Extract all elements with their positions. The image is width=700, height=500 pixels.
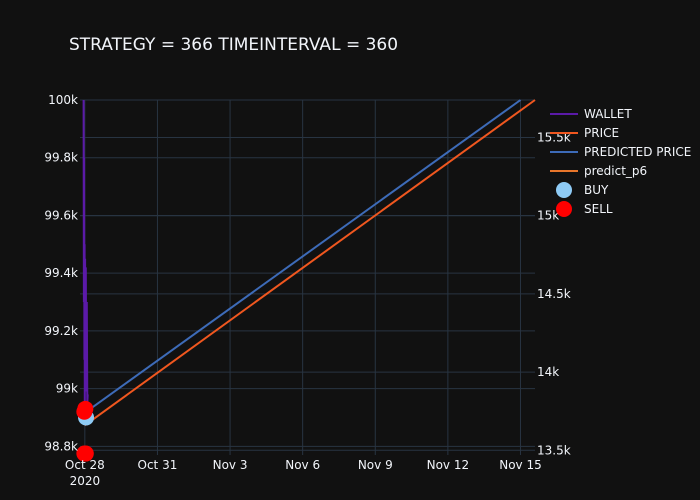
y-left-tick-label: 99.4k: [44, 266, 78, 280]
wallet-line: [82, 99, 89, 418]
y-right-tick-label: 14k: [537, 365, 559, 379]
x-tick-label: Nov 6: [285, 458, 320, 472]
x-year-label: 2020: [70, 474, 101, 488]
sell-marker: [77, 445, 94, 462]
x-tick-label: Nov 12: [427, 458, 470, 472]
legend-label: PRICE: [584, 126, 619, 140]
y-right-tick-label: 15.5k: [537, 131, 571, 145]
y-right-tick-label: 14.5k: [537, 287, 571, 301]
legend-item-price[interactable]: PRICE: [550, 126, 619, 140]
legend-swatch: [556, 201, 572, 217]
legend-item-wallet[interactable]: WALLET: [550, 107, 632, 121]
y-right-tick-label: 13.5k: [537, 443, 571, 457]
legend-label: WALLET: [584, 107, 632, 121]
x-tick-label: Oct 28: [65, 458, 105, 472]
legend-swatch: [556, 182, 572, 198]
x-tick-label: Nov 9: [358, 458, 393, 472]
y-left-tick-label: 98.8k: [44, 439, 78, 453]
y-left-tick-label: 99k: [56, 382, 78, 396]
series-layer: [82, 99, 536, 427]
grid-layer: [80, 99, 535, 455]
legend-label: PREDICTED PRICE: [584, 145, 691, 159]
y-left-tick-label: 99.2k: [44, 324, 78, 338]
chart-title: STRATEGY = 366 TIMEINTERVAL = 360: [69, 35, 398, 55]
x-tick-label: Nov 3: [213, 458, 248, 472]
legend-item-buy[interactable]: BUY: [556, 182, 609, 198]
y-right-tick-label: 15k: [537, 209, 559, 223]
legend-item-predict-p6[interactable]: predict_p6: [550, 164, 647, 178]
y-left-tick-label: 99.6k: [44, 208, 78, 222]
marker-layer: [76, 400, 95, 462]
sell-marker: [77, 400, 94, 417]
legend-label: BUY: [584, 183, 609, 197]
axis-layer: Oct 28 Oct 31 Nov 3 Nov 6 Nov 9 Nov 12 Nov 15 2…: [44, 93, 570, 488]
legend-label: SELL: [584, 202, 613, 216]
legend-item-predicted-price[interactable]: PREDICTED PRICE: [550, 145, 691, 159]
x-tick-label: Nov 15: [499, 458, 542, 472]
legend[interactable]: WALLET PRICE PREDICTED PRICE predict_p6 BUY S…: [550, 107, 691, 217]
price-line: [84, 99, 536, 427]
x-tick-label: Oct 31: [138, 458, 178, 472]
predicted-price-line: [84, 99, 522, 414]
legend-item-sell[interactable]: SELL: [556, 201, 613, 217]
y-left-tick-label: 100k: [48, 93, 78, 107]
y-left-tick-label: 99.8k: [44, 151, 78, 165]
legend-label: predict_p6: [584, 164, 647, 178]
